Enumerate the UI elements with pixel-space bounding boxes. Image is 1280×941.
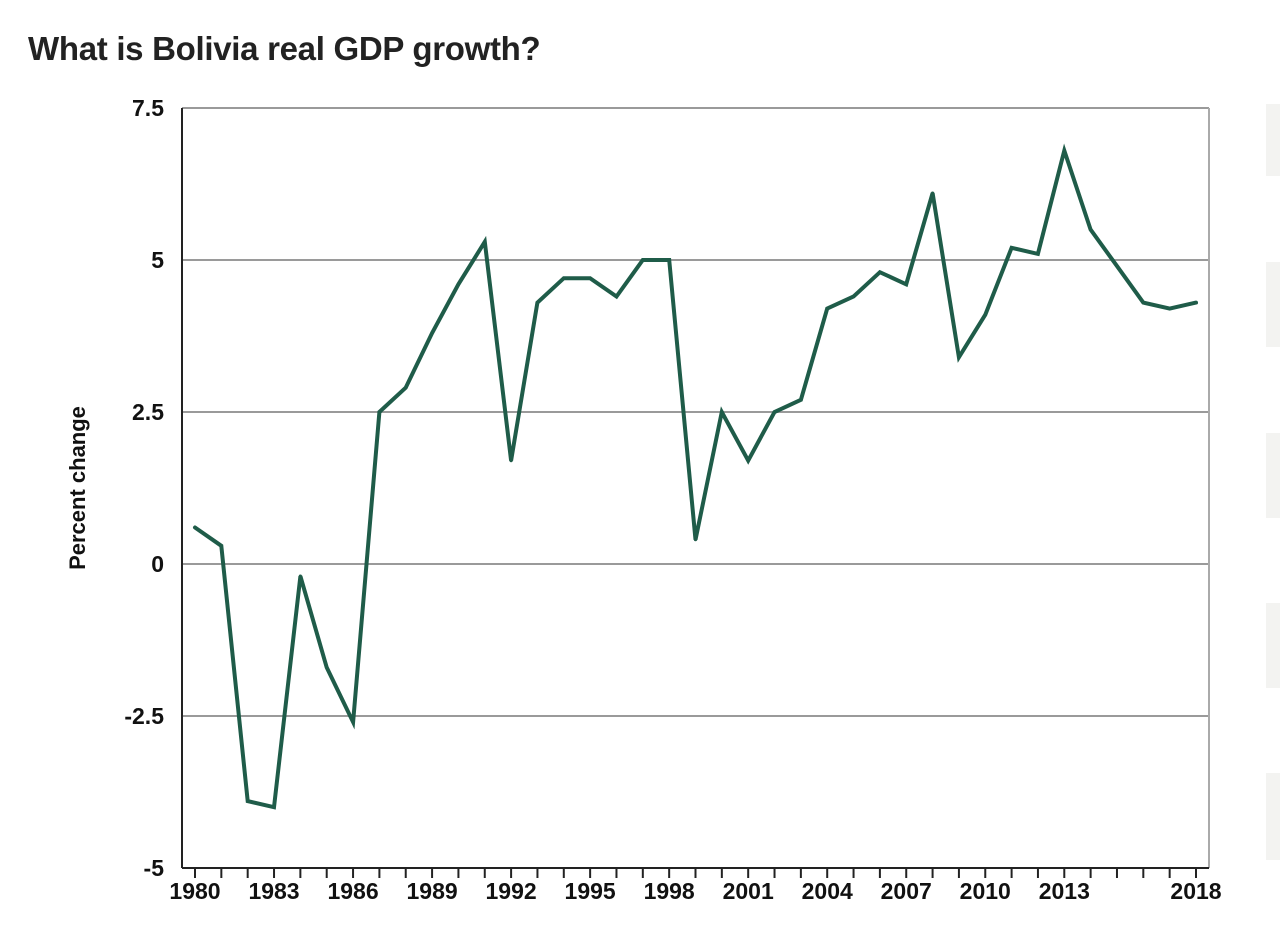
side-panel-segment: [1266, 262, 1280, 347]
y-tick-label: 0: [151, 551, 164, 577]
data-point: [667, 258, 671, 262]
x-tick-label: 2010: [960, 878, 1011, 904]
x-tick-label: 1992: [486, 878, 537, 904]
data-point: [509, 459, 513, 463]
data-point: [1010, 246, 1014, 250]
x-tick-label: 1995: [565, 878, 616, 904]
data-point: [851, 294, 856, 299]
data-point: [404, 386, 408, 390]
data-point: [219, 544, 223, 548]
y-axis-title: Percent change: [65, 406, 90, 570]
data-point: [930, 191, 935, 195]
side-panel-segment: [1266, 773, 1280, 860]
data-point: [325, 665, 329, 669]
data-point: [1168, 307, 1172, 311]
data-point: [957, 355, 961, 359]
y-tick-label: 5: [151, 247, 164, 273]
data-point: [298, 574, 302, 578]
data-point: [1141, 300, 1145, 305]
x-tick-label: 1983: [248, 878, 299, 904]
grid-layer: [182, 107, 1209, 869]
data-point: [746, 459, 750, 463]
x-tick-label: 2001: [723, 878, 774, 904]
data-point: [983, 313, 987, 317]
data-point: [193, 525, 197, 530]
data-point: [904, 282, 908, 286]
data-point: [825, 307, 829, 311]
data-point: [588, 276, 592, 280]
data-point: [272, 805, 276, 809]
side-panel-segment: [1266, 104, 1280, 176]
side-panel-segment: [1266, 603, 1280, 688]
data-point: [1036, 252, 1040, 256]
line-layer: [193, 143, 1198, 810]
y-tick-label: 2.5: [132, 399, 164, 425]
axis-layer: [181, 108, 1210, 878]
chart-title: What is Bolivia real GDP growth?: [28, 30, 541, 67]
x-tick-label: 2004: [802, 878, 853, 904]
x-tick-label: 1998: [644, 878, 695, 904]
y-tick-label: 7.5: [132, 95, 164, 121]
data-point: [351, 720, 355, 724]
x-tick-label: 1980: [169, 878, 220, 904]
data-point: [562, 276, 566, 280]
x-tick-label: 2018: [1170, 878, 1221, 904]
y-tick-label: -5: [144, 855, 165, 881]
data-point: [483, 240, 487, 244]
y-tick-label: -2.5: [124, 703, 164, 729]
side-panel-segment: [1266, 433, 1280, 518]
data-point: [456, 282, 461, 286]
data-point: [535, 300, 540, 305]
data-point: [878, 270, 882, 274]
data-point: [799, 398, 803, 402]
x-tick-label: 2013: [1039, 878, 1090, 904]
data-point: [1062, 148, 1066, 153]
data-point: [246, 799, 250, 803]
data-point: [720, 410, 724, 414]
data-point: [693, 538, 698, 542]
data-point: [772, 410, 777, 414]
data-point: [614, 294, 619, 299]
data-point: [1089, 228, 1093, 232]
x-tick-label: 1989: [406, 878, 457, 904]
data-point: [1115, 264, 1119, 268]
data-point: [1194, 300, 1198, 305]
x-tick-label: 2007: [881, 878, 932, 904]
data-point: [430, 331, 434, 335]
series-line: [193, 143, 1198, 810]
data-point: [377, 410, 381, 414]
data-point: [641, 258, 645, 262]
x-tick-label: 1986: [327, 878, 378, 904]
